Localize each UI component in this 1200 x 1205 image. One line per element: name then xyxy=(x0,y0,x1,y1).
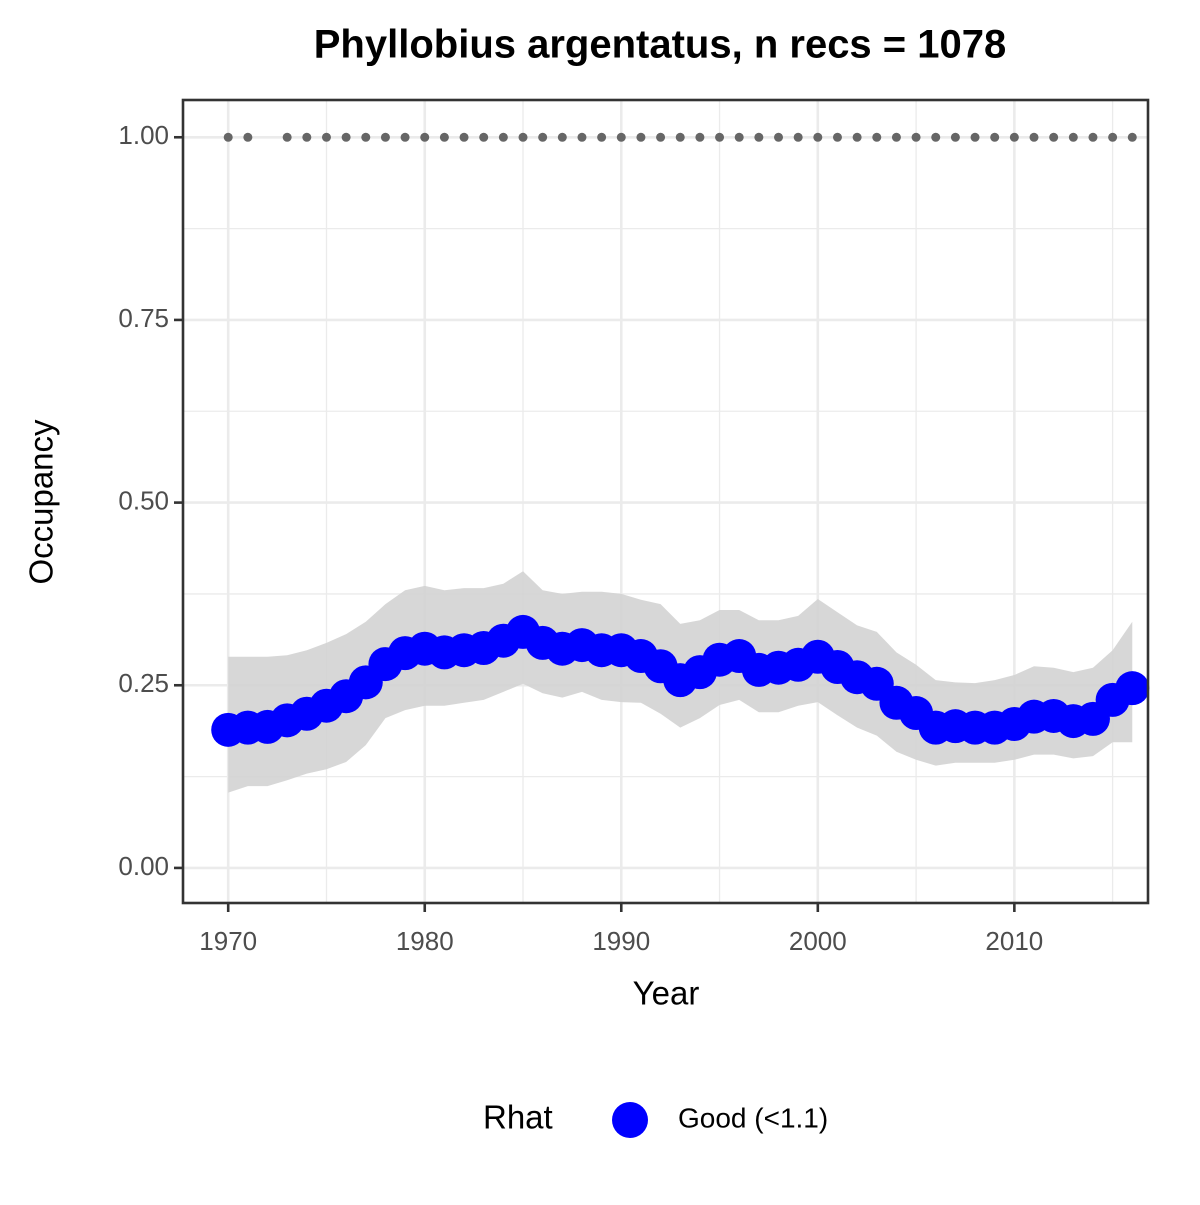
y-tick-label: 0.75 xyxy=(118,303,169,333)
record-dot xyxy=(950,132,960,142)
x-tick-label: 2010 xyxy=(985,926,1043,956)
panel-border xyxy=(181,98,1150,905)
record-dot xyxy=(872,132,882,142)
record-dot xyxy=(459,132,469,142)
x-tick-label: 1990 xyxy=(592,926,650,956)
y-tick-label: 0.00 xyxy=(118,851,169,881)
x-tick-label: 1970 xyxy=(199,926,257,956)
legend-label: Good (<1.1) xyxy=(678,1102,828,1133)
record-dot xyxy=(420,132,430,142)
point xyxy=(1115,671,1150,706)
record-dot xyxy=(1108,132,1118,142)
record-dot xyxy=(1068,132,1078,142)
y-tick-label: 0.50 xyxy=(118,485,169,515)
record-dot xyxy=(498,132,508,142)
chart-title: Phyllobius argentatus, n recs = 1078 xyxy=(314,23,1007,67)
record-dot xyxy=(715,132,725,142)
record-dot xyxy=(970,132,980,142)
record-dot xyxy=(891,132,901,142)
record-dot xyxy=(793,132,803,142)
record-dot xyxy=(1127,132,1137,142)
record-dot xyxy=(380,132,390,142)
record-dot xyxy=(479,132,489,142)
record-dot xyxy=(597,132,607,142)
record-dot xyxy=(223,132,233,142)
record-dot xyxy=(557,132,567,142)
record-dot xyxy=(616,132,626,142)
record-dot xyxy=(656,132,666,142)
record-dot xyxy=(341,132,351,142)
record-dot xyxy=(577,132,587,142)
y-tick-label: 0.25 xyxy=(118,668,169,698)
record-dot xyxy=(400,132,410,142)
record-dot xyxy=(518,132,528,142)
record-dot xyxy=(734,132,744,142)
legend-title: Rhat xyxy=(483,1099,553,1136)
record-dot xyxy=(321,132,331,142)
record-dot xyxy=(302,132,312,142)
record-dot xyxy=(754,132,764,142)
record-dot xyxy=(1088,132,1098,142)
y-axis-title: Occupancy xyxy=(23,419,60,585)
x-tick-label: 2000 xyxy=(789,926,847,956)
x-tick-label: 1980 xyxy=(396,926,454,956)
record-dot xyxy=(774,132,784,142)
record-dot xyxy=(813,132,823,142)
record-dot xyxy=(1049,132,1059,142)
record-dot xyxy=(439,132,449,142)
record-dot xyxy=(832,132,842,142)
record-dot xyxy=(243,132,253,142)
record-dot xyxy=(911,132,921,142)
record-dot xyxy=(695,132,705,142)
record-dot xyxy=(538,132,548,142)
record-dot xyxy=(852,132,862,142)
record-dot xyxy=(361,132,371,142)
record-dot xyxy=(931,132,941,142)
y-tick-label: 1.00 xyxy=(118,120,169,150)
legend-marker xyxy=(612,1102,648,1138)
record-dot xyxy=(636,132,646,142)
record-dot xyxy=(990,132,1000,142)
record-dot xyxy=(1029,132,1039,142)
record-dot xyxy=(1009,132,1019,142)
record-dot xyxy=(282,132,292,142)
x-axis-title: Year xyxy=(633,975,700,1012)
record-dot xyxy=(675,132,685,142)
